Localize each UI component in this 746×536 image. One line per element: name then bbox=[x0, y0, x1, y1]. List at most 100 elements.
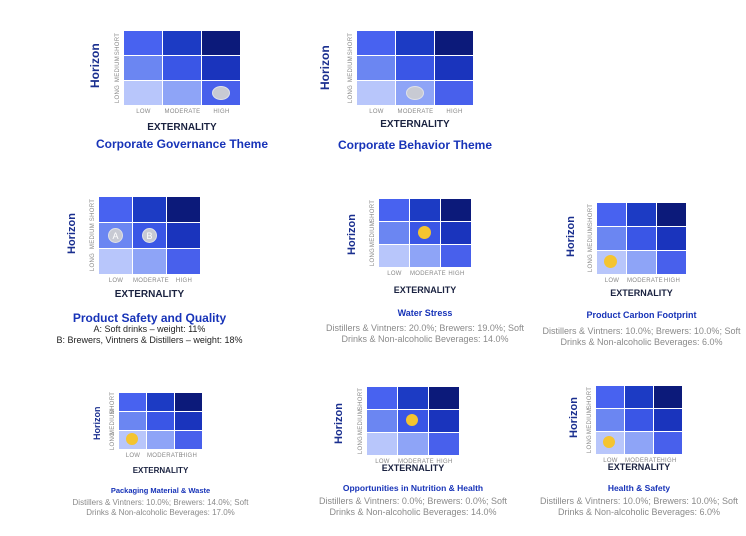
x-tick-label: HIGH bbox=[660, 458, 677, 464]
y-tick-label: MEDIUM bbox=[113, 55, 123, 82]
y-tick-text: LONG bbox=[90, 252, 96, 272]
y-tick-label: LONG bbox=[88, 249, 98, 275]
y-tick-text: LONG bbox=[358, 435, 364, 454]
matrix-cell bbox=[396, 81, 434, 105]
matrix-cell bbox=[441, 245, 471, 267]
matrix-cell bbox=[99, 249, 132, 274]
x-axis-title: EXTERNALITY bbox=[607, 462, 671, 472]
description-line: Drinks & Non-alcoholic Beverages: 14.0% bbox=[341, 334, 509, 345]
description-line: Distillers & Vintners: 20.0%; Brewers: 1… bbox=[326, 323, 524, 333]
matrix-cell bbox=[379, 222, 409, 244]
description-line: Drinks & Non-alcoholic Beverages: 6.0% bbox=[560, 337, 723, 348]
matrix-cell bbox=[167, 223, 200, 248]
y-axis-title: Horizon bbox=[92, 406, 102, 441]
y-tick-label: MEDIUM bbox=[586, 226, 596, 252]
y-tick-text: SHORT bbox=[587, 386, 593, 409]
y-tick-text: MEDIUM bbox=[110, 408, 117, 435]
x-axis-tick-labels: LOW MODERATE HIGH bbox=[596, 458, 683, 464]
x-tick-label: LOW bbox=[375, 459, 390, 465]
x-tick-label: HIGH bbox=[175, 278, 193, 284]
y-axis-tick-labels: SHORT MEDIUM LONG bbox=[88, 197, 98, 275]
matrix-cell bbox=[396, 56, 434, 80]
description-line: B: Brewers, Vintners & Distillers – weig… bbox=[56, 335, 243, 346]
matrix-cell bbox=[410, 222, 440, 244]
x-tick-label: LOW bbox=[108, 278, 124, 284]
y-tick-label: MEDIUM bbox=[88, 223, 98, 249]
panel-title: Water Stress bbox=[397, 308, 453, 318]
matrix-cell bbox=[367, 387, 397, 409]
matrix-cell bbox=[654, 409, 682, 431]
matrix-cell bbox=[379, 245, 409, 267]
position-marker: A bbox=[108, 228, 123, 243]
x-axis-tick-labels: LOW MODERATE HIGH bbox=[379, 271, 472, 277]
y-tick-text: MEDIUM bbox=[587, 407, 594, 434]
y-tick-label: MEDIUM bbox=[368, 220, 378, 246]
y-axis-tick-labels: SHORT MEDIUM LONG bbox=[585, 386, 595, 455]
x-axis-tick-labels: LOW MODERATE HIGH bbox=[597, 278, 687, 284]
description-line: A: Soft drinks – weight: 11% bbox=[93, 324, 206, 334]
matrix-cell bbox=[163, 81, 201, 105]
matrix-cell bbox=[654, 386, 682, 408]
position-marker bbox=[406, 414, 418, 426]
panel-title: Packaging Material & Waste bbox=[110, 486, 211, 495]
x-tick-label: HIGH bbox=[213, 109, 230, 115]
y-tick-label: SHORT bbox=[368, 199, 378, 222]
matrix-cell bbox=[357, 81, 395, 105]
matrix-cell bbox=[398, 410, 428, 432]
description-line: Drinks & Non-alcoholic Beverages: 14.0% bbox=[329, 507, 497, 518]
x-tick-label: MODERATE bbox=[164, 109, 201, 115]
panel-description: Distillers & Vintners: 10.0%; Brewers: 1… bbox=[524, 496, 746, 519]
y-tick-text: LONG bbox=[588, 253, 594, 273]
x-tick-label: HIGH bbox=[446, 109, 463, 115]
y-tick-text: MEDIUM bbox=[115, 55, 122, 82]
matrix-cell bbox=[627, 227, 656, 250]
y-tick-label: MEDIUM bbox=[346, 55, 356, 81]
matrix-cell: A bbox=[99, 223, 132, 248]
y-tick-label: MEDIUM bbox=[108, 408, 118, 434]
description-line: Distillers & Vintners: 10.0%; Brewers: 1… bbox=[72, 498, 249, 507]
y-tick-text: LONG bbox=[587, 434, 593, 453]
y-axis-title: Horizon bbox=[318, 45, 332, 90]
matrix-cell bbox=[429, 410, 459, 432]
panel-title: Product Carbon Footprint bbox=[586, 310, 697, 320]
x-axis-title: EXTERNALITY bbox=[381, 463, 445, 473]
x-tick-label: MODERATE bbox=[397, 109, 434, 115]
matrix-cell bbox=[367, 410, 397, 432]
matrix-grid bbox=[357, 31, 473, 105]
matrix-cell bbox=[429, 433, 459, 455]
matrix-cell bbox=[163, 31, 201, 55]
matrix-cell bbox=[119, 431, 146, 449]
matrix-cell bbox=[398, 387, 428, 409]
matrix-cell bbox=[163, 56, 201, 80]
x-tick-label: MODERATE bbox=[625, 458, 661, 464]
x-axis-title: EXTERNALITY bbox=[610, 288, 673, 298]
matrix-cell bbox=[597, 251, 626, 274]
y-axis-title: Horizon bbox=[565, 216, 577, 257]
x-axis-title: EXTERNALITY bbox=[114, 289, 185, 300]
matrix-cell bbox=[99, 197, 132, 222]
description-line: Distillers & Vintners: 10.0%; Brewers: 1… bbox=[542, 326, 741, 336]
y-tick-label: SHORT bbox=[586, 203, 596, 227]
x-axis-tick-labels: LOW MODERATE HIGH bbox=[367, 459, 460, 465]
x-tick-label: LOW bbox=[369, 109, 384, 115]
matrix-cell bbox=[147, 393, 174, 411]
y-axis-tick-labels: SHORT MEDIUM LONG bbox=[356, 387, 366, 456]
y-tick-label: LONG bbox=[368, 245, 378, 268]
x-axis-tick-labels: LOW MODERATE HIGH bbox=[357, 109, 474, 115]
panel-description: Distillers & Vintners: 0.0%; Brewers: 0.… bbox=[298, 496, 528, 519]
matrix-grid bbox=[379, 199, 471, 267]
matrix-cell bbox=[133, 197, 166, 222]
y-tick-label: SHORT bbox=[113, 31, 123, 56]
matrix-grid bbox=[119, 393, 202, 449]
panel-title: Product Safety and Quality bbox=[72, 311, 227, 325]
matrix-cell bbox=[167, 249, 200, 274]
y-tick-text: SHORT bbox=[370, 199, 376, 222]
y-axis-title: Horizon bbox=[333, 403, 345, 444]
matrix-cell bbox=[357, 31, 395, 55]
panel-title: Opportunities in Nutrition & Health bbox=[342, 483, 484, 493]
matrix-cell bbox=[167, 197, 200, 222]
y-tick-text: SHORT bbox=[348, 32, 354, 55]
x-tick-label: HIGH bbox=[448, 271, 465, 277]
matrix-cell bbox=[435, 31, 473, 55]
position-marker bbox=[125, 433, 138, 445]
